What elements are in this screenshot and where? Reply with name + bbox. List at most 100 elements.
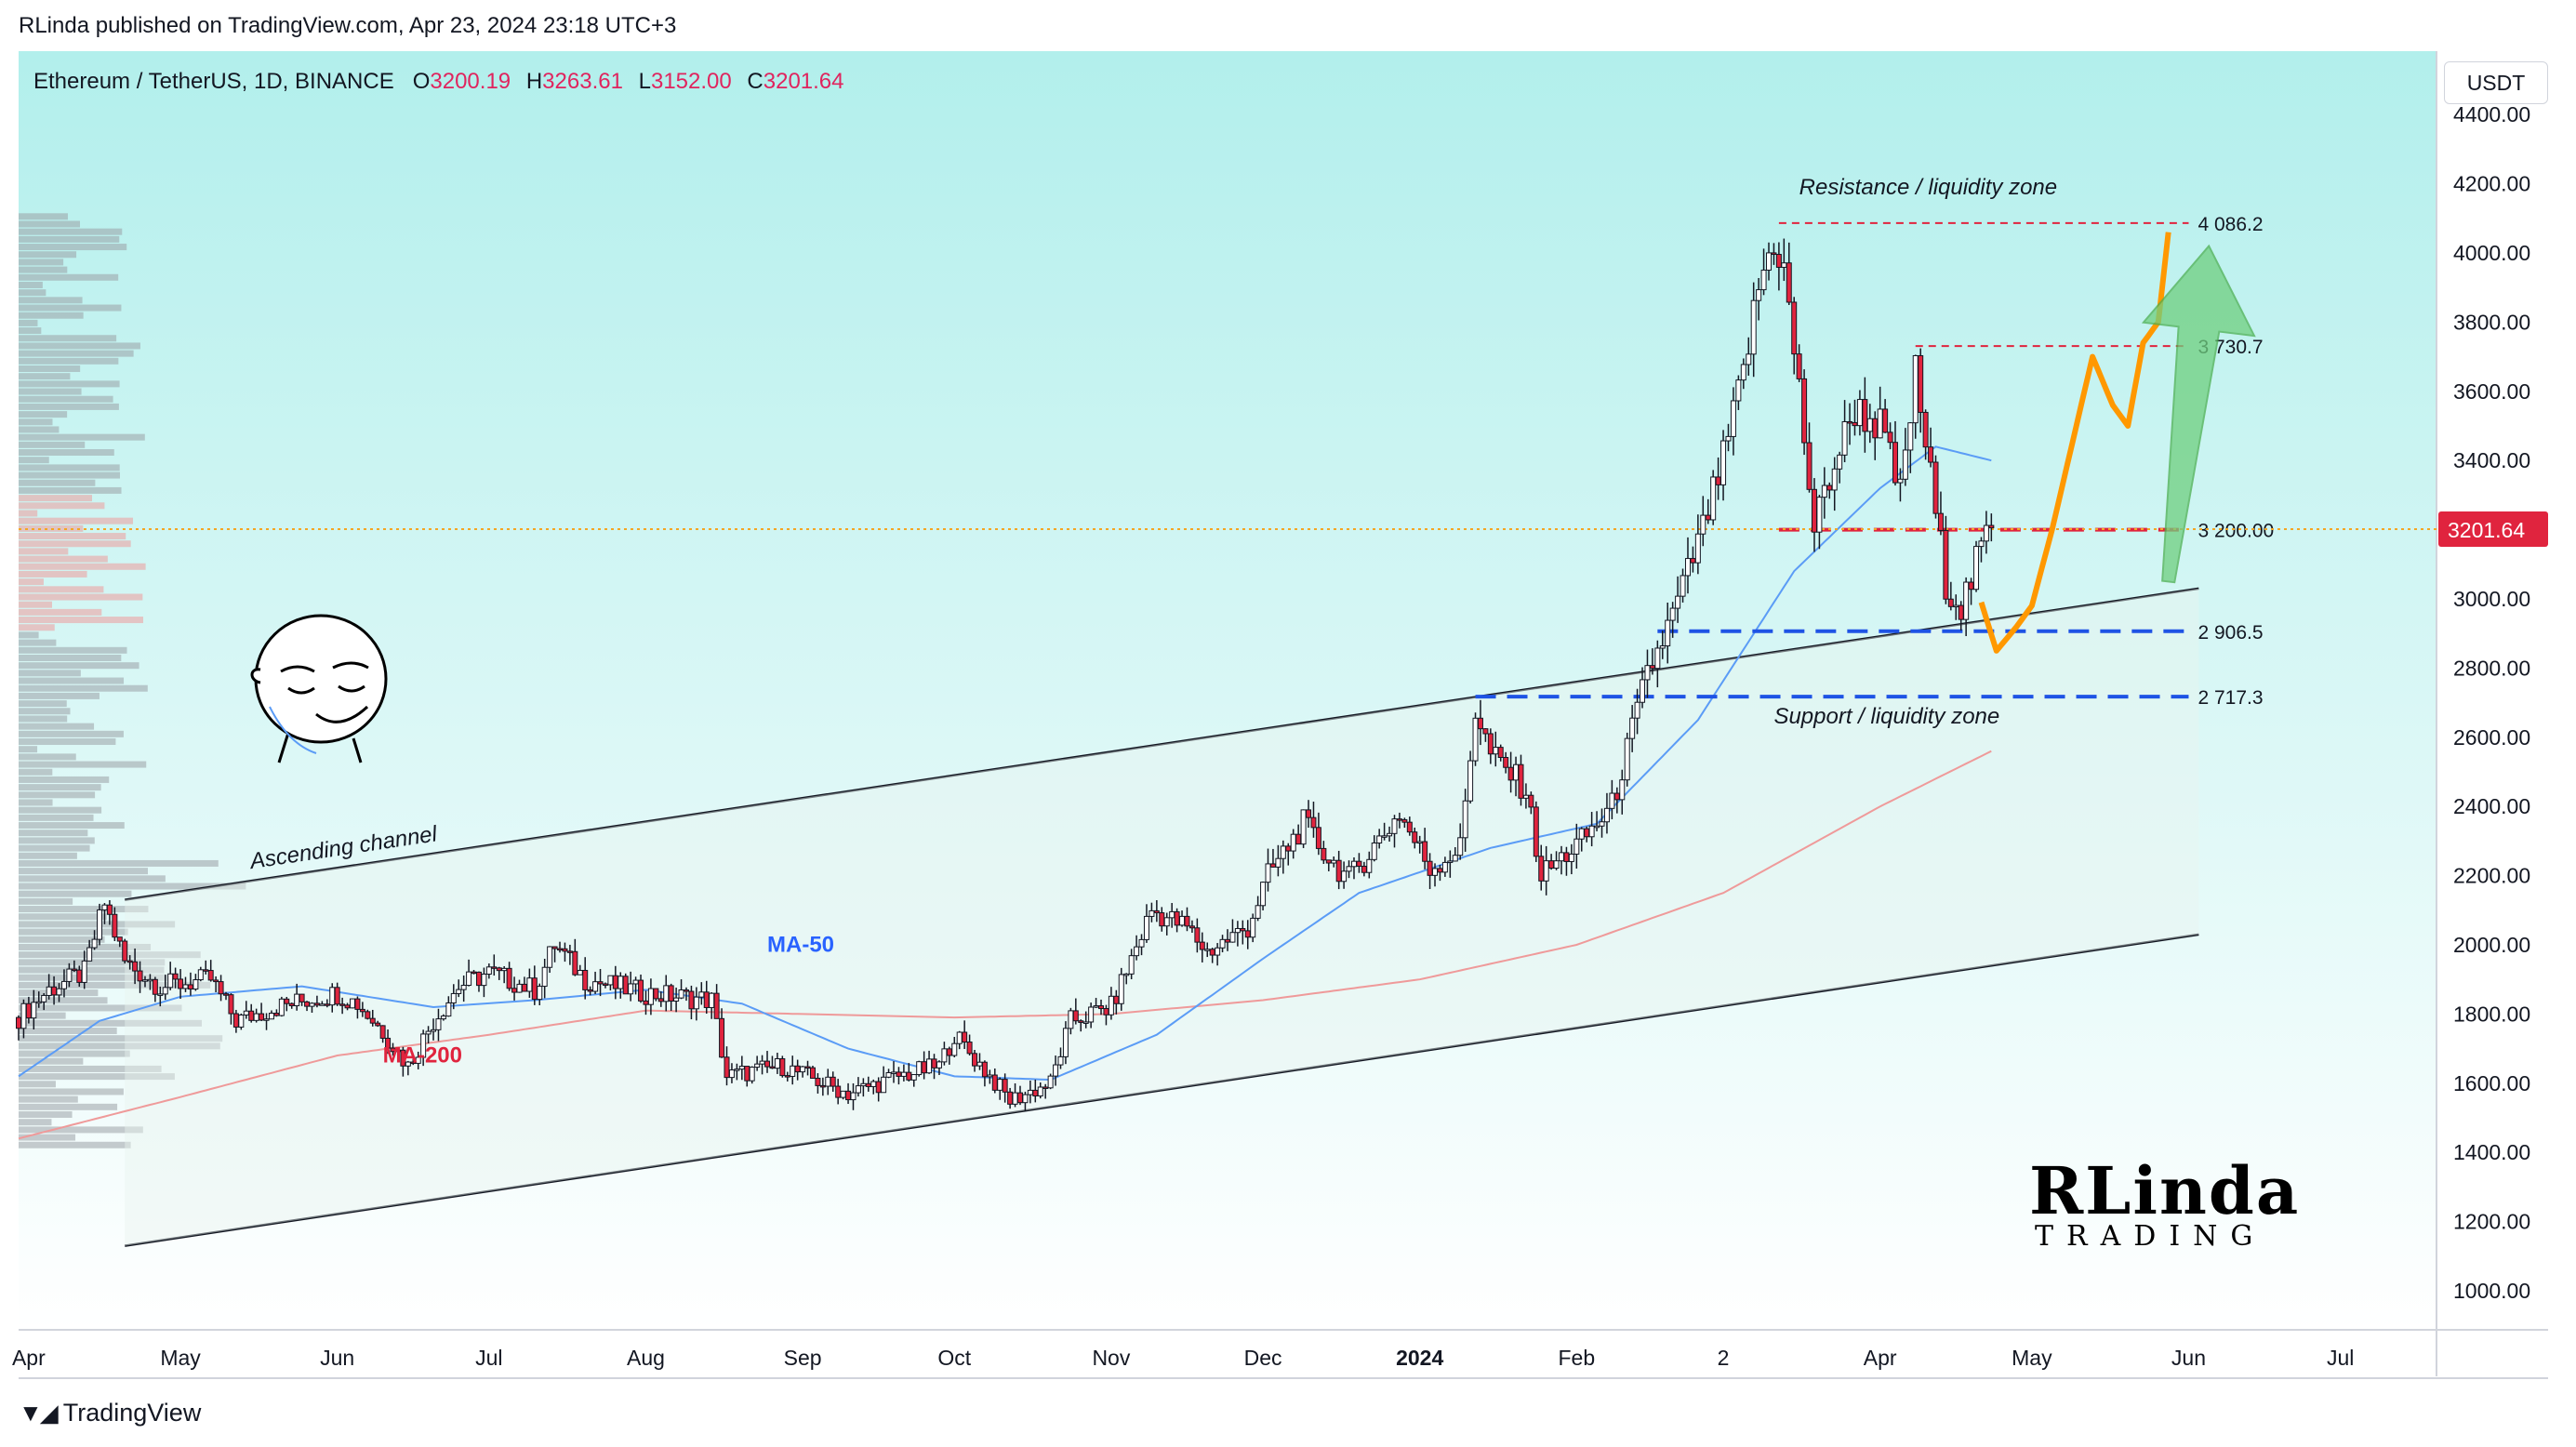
currency-button[interactable]: USDT <box>2444 61 2548 104</box>
candle-body <box>1807 443 1812 489</box>
candle-body <box>1417 842 1422 843</box>
volume-profile-bar <box>19 708 70 714</box>
volume-profile-bar <box>19 411 67 418</box>
candle-body <box>148 979 153 981</box>
volume-profile-bar <box>19 418 52 425</box>
candle-body <box>1559 853 1563 861</box>
volume-profile-bar <box>19 564 146 570</box>
candle-body <box>1427 861 1432 875</box>
candle-body <box>269 1013 273 1018</box>
candle-body <box>1144 916 1149 939</box>
candle-body <box>198 970 203 980</box>
candle-body <box>92 939 97 948</box>
candle-body <box>911 1075 916 1081</box>
candle-body <box>1964 582 1969 619</box>
tradingview-footer[interactable]: ▼◢ TradingView <box>19 1399 201 1427</box>
volume-profile-bar <box>19 807 101 814</box>
price-tick-label: 1400.00 <box>2453 1140 2530 1164</box>
time-tick-label: Jul <box>2327 1346 2354 1370</box>
price-axis[interactable]: 1000.00 1200.00 1400.00 1600.00 1800.00 2000.… <box>2438 102 2548 1303</box>
time-axis[interactable]: Apr May Jun Jul Aug Sep Oct Nov Dec 2024 Feb 2 Apr Ma… <box>12 1346 2354 1370</box>
candle-body <box>922 1062 926 1073</box>
candle-body <box>289 1003 294 1005</box>
candle-body <box>785 1076 790 1078</box>
candle-body <box>42 995 46 1002</box>
candle-body <box>26 1003 31 1017</box>
time-tick-label: Oct <box>937 1346 971 1370</box>
candle-body <box>623 976 628 994</box>
volume-profile-bar <box>19 837 95 843</box>
volume-profile-bar <box>19 784 101 790</box>
candle-body <box>1205 949 1210 951</box>
candle-body <box>467 972 471 985</box>
volume-profile-bar <box>19 259 63 265</box>
candle-body <box>901 1072 906 1076</box>
candle-body <box>608 976 613 985</box>
candle-body <box>1200 942 1204 949</box>
candle-body <box>896 1072 901 1076</box>
candle-body <box>1407 822 1412 832</box>
volume-profile-bar <box>19 1096 78 1103</box>
candle-body <box>193 980 198 989</box>
candle-body <box>1423 842 1427 861</box>
time-tick-label: Feb <box>1558 1346 1595 1370</box>
candle-body <box>629 984 633 994</box>
candle-body <box>699 992 704 997</box>
candle-body <box>1959 605 1963 619</box>
candle-body <box>1478 718 1482 728</box>
candle-body <box>770 1067 775 1069</box>
candle-body <box>1377 836 1382 843</box>
candle-body <box>1604 808 1609 821</box>
candle-body <box>1650 666 1654 669</box>
candle-body <box>775 1059 779 1069</box>
candle-body <box>886 1072 891 1077</box>
candle-body <box>542 967 547 986</box>
candle-body <box>1149 910 1154 916</box>
current-price-label: 3201.64 <box>2448 518 2525 542</box>
candle-body <box>471 972 476 974</box>
candle-body <box>963 1032 967 1042</box>
candle-body <box>1863 400 1867 431</box>
candle-body <box>1746 354 1751 365</box>
volume-profile-bar <box>19 396 113 403</box>
candle-body <box>704 992 709 1008</box>
time-tick-label: Apr <box>1864 1346 1897 1370</box>
candle-body <box>224 994 229 996</box>
candle-body <box>750 1068 754 1082</box>
candle-body <box>1301 810 1306 844</box>
volume-profile-bar <box>19 678 124 684</box>
candle-body <box>1170 911 1175 917</box>
candle-body <box>1448 861 1453 863</box>
candle-body <box>1832 469 1837 490</box>
volume-profile-bar <box>19 631 39 638</box>
candle-body <box>1357 861 1361 866</box>
candle-body <box>1286 846 1291 851</box>
volume-profile-bar <box>19 533 126 539</box>
candle-body <box>259 1014 264 1020</box>
candle-body <box>1048 1076 1053 1088</box>
volume-profile-bar <box>19 213 68 219</box>
volume-profile-bar <box>19 244 126 250</box>
candle-body <box>1073 1011 1078 1021</box>
price-tick-label: 2200.00 <box>2453 864 2530 888</box>
candle-body <box>644 1001 648 1004</box>
volume-profile-bar <box>19 662 139 669</box>
candle-body <box>1852 422 1857 425</box>
candle-body <box>871 1082 876 1086</box>
volume-profile-bar <box>19 365 80 372</box>
candle-body <box>1589 826 1594 836</box>
candle-body <box>1635 702 1640 718</box>
candle-body <box>558 949 563 950</box>
volume-profile-bar <box>19 762 146 768</box>
candle-body <box>1554 861 1559 869</box>
candle-body <box>1827 485 1832 490</box>
volume-profile-bar <box>19 685 148 692</box>
candle-body <box>1185 916 1189 925</box>
candle-body <box>1488 734 1493 754</box>
candle-body <box>1969 582 1973 590</box>
volume-profile-bar <box>19 700 67 707</box>
candle-body <box>274 1013 279 1016</box>
candle-body <box>633 980 638 984</box>
tradingview-logo-icon: ▼◢ <box>19 1399 56 1427</box>
candle-body <box>1848 421 1852 423</box>
